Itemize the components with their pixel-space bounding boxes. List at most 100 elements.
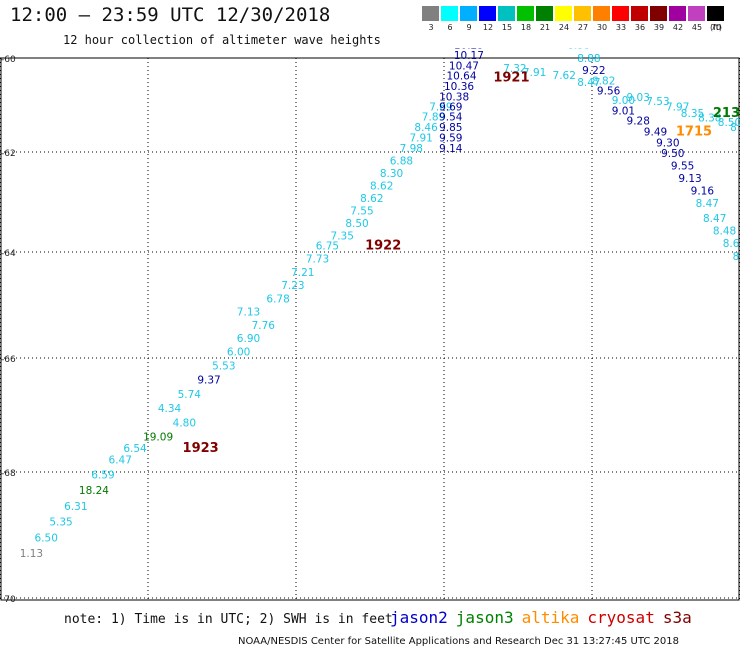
- satellite-legend: jason2 jason3 altika cryosat s3a: [390, 608, 700, 627]
- color-swatch: [479, 6, 496, 21]
- pass-time-label: 1923: [183, 441, 219, 456]
- wave-height-value: 9.03: [627, 92, 650, 104]
- wave-height-value: 9.30: [656, 137, 679, 149]
- wave-height-value: 8.63: [723, 238, 740, 250]
- wave-height-value: 8.47: [703, 213, 726, 225]
- wave-height-value: 7.62: [553, 70, 576, 82]
- wave-height-value: 4.80: [173, 417, 196, 429]
- wave-height-value: 9.13: [678, 173, 701, 185]
- color-tick-label: 27: [577, 23, 589, 32]
- wave-height-value: 10.38: [439, 91, 469, 103]
- color-swatch: [422, 6, 439, 21]
- color-tick-label: 15: [501, 23, 513, 32]
- wave-height-value: 8.27: [730, 122, 740, 134]
- wave-height-value: 9.01: [612, 105, 635, 117]
- pass-time-label: 1922: [365, 239, 401, 254]
- wave-height-value: 6.50: [35, 532, 58, 544]
- wave-height-value: 6.78: [266, 293, 289, 305]
- wave-height-value: 7.76: [252, 320, 276, 332]
- y-tick-label: -60: [1, 55, 16, 65]
- wave-height-value: 7.89: [422, 112, 445, 124]
- color-tick-label: 30: [596, 23, 608, 32]
- color-swatch: [574, 6, 591, 21]
- wave-height-value: 5.74: [178, 389, 202, 401]
- wave-height-value: 8.50: [345, 218, 368, 230]
- color-tick-label: 45: [691, 23, 703, 32]
- wave-height-value: 8.30: [380, 168, 403, 180]
- color-swatch: [498, 6, 515, 21]
- footnote: note: 1) Time is in UTC; 2) SWH is in fe…: [64, 612, 393, 627]
- wave-height-value: 9.56: [597, 86, 621, 98]
- wave-height-value: 19.09: [143, 432, 173, 444]
- color-tick-label: 24: [558, 23, 570, 32]
- color-tick-label: 3: [428, 23, 434, 32]
- wave-height-value: 1.13: [20, 548, 43, 560]
- wave-height-value: 9.85: [439, 122, 462, 134]
- legend-entry-jason3: jason3: [455, 608, 514, 627]
- wave-height-value: 10.25: [454, 48, 484, 52]
- wave-height-value: 7.98: [400, 143, 423, 155]
- color-swatch: [631, 6, 648, 21]
- wave-height-value: 8.62: [370, 181, 393, 193]
- color-tick-label: 18: [520, 23, 532, 32]
- color-tick-label: 9: [466, 23, 472, 32]
- wave-height-value: 9.22: [582, 65, 605, 77]
- wave-height-value: 10.47: [449, 60, 479, 72]
- wave-height-value: 9.59: [439, 133, 462, 145]
- color-tick-label: 42: [672, 23, 684, 32]
- wave-height-value: 8.05: [733, 251, 740, 263]
- wave-height-value: 10.17: [454, 50, 484, 62]
- wave-height-value: 7.91: [523, 67, 546, 79]
- wave-height-value: 9.55: [671, 161, 694, 173]
- wave-height-value: 8.88: [577, 53, 600, 65]
- wave-height-value: 6.88: [390, 156, 413, 168]
- wave-height-value: 8.47: [577, 77, 600, 89]
- y-tick-label: -62: [1, 149, 16, 159]
- y-tick-label: -64: [1, 249, 16, 259]
- pass-time-label: 1715: [676, 125, 712, 140]
- wave-height-value: 7.21: [291, 267, 314, 279]
- wave-height-value: 7.91: [409, 133, 432, 145]
- wave-height-value: 6.59: [91, 469, 114, 481]
- wave-height-value: 6.31: [64, 501, 87, 513]
- wave-height-value: 6.90: [237, 333, 260, 345]
- color-swatch: [536, 6, 553, 21]
- y-tick-label: -70: [1, 595, 16, 605]
- wave-height-value: 18.24: [79, 485, 109, 497]
- color-swatch: [441, 6, 458, 21]
- wave-height-value: 9.69: [439, 102, 462, 114]
- color-swatch: [612, 6, 629, 21]
- color-swatch: [517, 6, 534, 21]
- wave-height-value: 8.46: [414, 122, 438, 134]
- plot-frame: [0, 57, 740, 601]
- legend-entry-jason2: jason2: [390, 608, 448, 627]
- wave-height-value: 8.82: [592, 75, 615, 87]
- chart-title: 12:00 — 23:59 UTC 12/30/2018: [10, 4, 331, 26]
- wave-height-value: 5.53: [212, 360, 235, 372]
- legend-entry-cryosat: cryosat: [587, 608, 655, 627]
- color-swatch: [593, 6, 610, 21]
- wave-height-value: 9.50: [661, 148, 684, 160]
- wave-height-value: 7.69: [429, 102, 452, 114]
- color-swatch: [707, 6, 724, 21]
- credit-line: NOAA/NESDIS Center for Satellite Applica…: [238, 636, 680, 647]
- wave-height-value: 6.00: [227, 346, 250, 358]
- wave-height-value: 9.54: [439, 112, 463, 124]
- wave-height-plot: -60-62-64-66-68-70-165-162-159-156-153-1…: [0, 48, 740, 605]
- wave-height-value: 9.49: [644, 127, 667, 139]
- color-swatch: [555, 6, 572, 21]
- wave-height-value: 9.16: [691, 186, 715, 198]
- wave-height-value: 7.73: [306, 254, 329, 266]
- color-tick-label: 12: [482, 23, 494, 32]
- wave-height-value: 5.35: [49, 517, 72, 529]
- wave-height-value: 7.13: [237, 307, 260, 319]
- wave-height-value: 7.55: [350, 206, 373, 218]
- wave-height-value: 7.35: [331, 231, 354, 243]
- wave-height-value: 10.36: [444, 81, 474, 93]
- wave-height-value: 6.54: [123, 443, 147, 455]
- y-tick-label: -66: [1, 355, 16, 365]
- wave-height-value: 9.14: [439, 143, 463, 155]
- wave-height-value: 7.97: [666, 102, 689, 114]
- wave-height-value: 7.32: [503, 63, 526, 75]
- color-tick-label: 70: [710, 23, 722, 32]
